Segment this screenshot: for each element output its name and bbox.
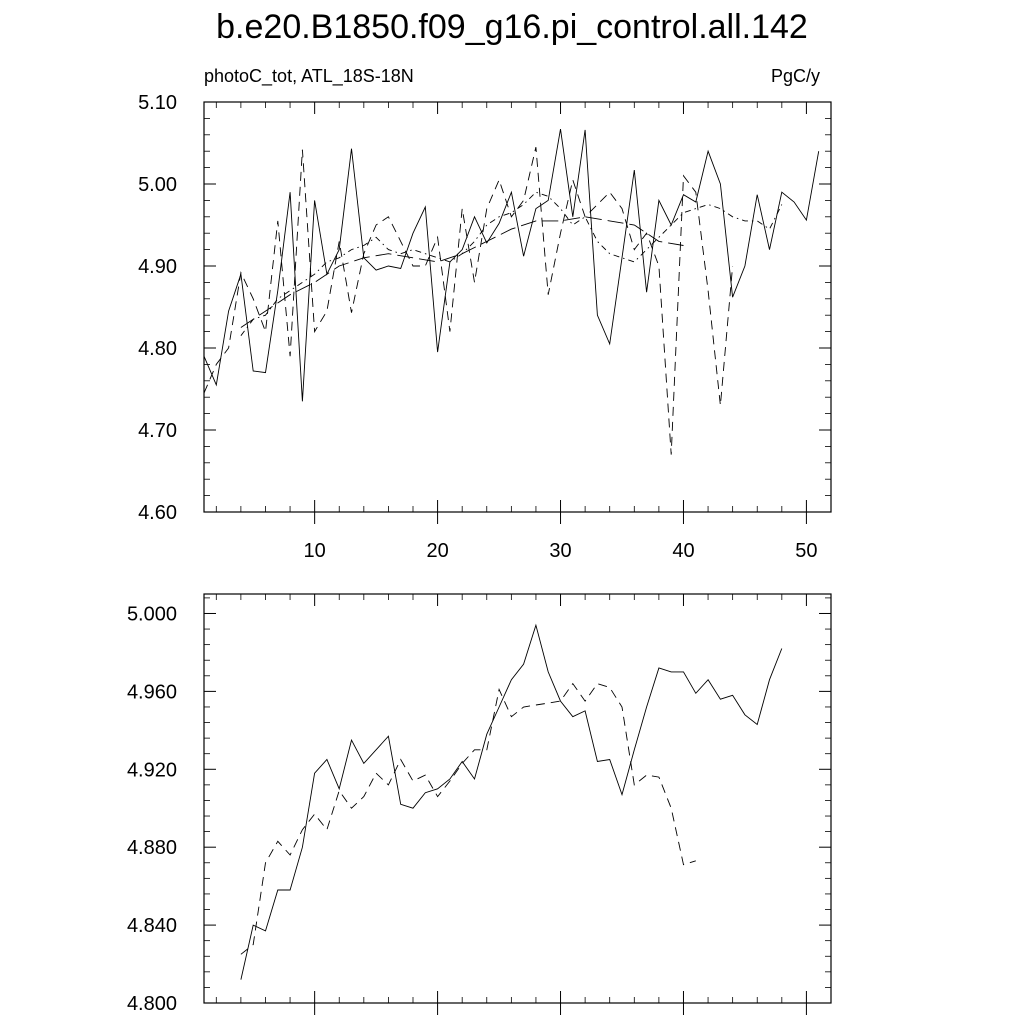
series-line-long-dash xyxy=(240,216,684,328)
y-tick-label: 5.000 xyxy=(127,603,177,625)
series-line-dashed xyxy=(240,682,696,955)
bottom-series-group xyxy=(240,623,783,980)
y-tick-label: 4.840 xyxy=(127,915,177,937)
top-panel: photoC_tot, ATL_18S-18N PgC/y 10 20 30 40 50… xyxy=(138,66,832,562)
top-tick-labels: 10 20 30 40 50 4.60 4.70 4.80 4.90 5.00 5.10 xyxy=(138,92,817,562)
x-tick-label: 20 xyxy=(426,540,448,562)
y-tick-label: 4.90 xyxy=(138,256,177,278)
x-tick-label: 10 xyxy=(304,540,326,562)
y-tick-label: 4.800 xyxy=(127,993,177,1015)
bottom-plot-frame xyxy=(203,593,832,1004)
variable-region-label: photoC_tot, ATL_18S-18N xyxy=(204,66,414,87)
series-line-solid xyxy=(203,129,820,402)
y-tick-label: 4.60 xyxy=(138,502,177,524)
series-line-solid xyxy=(240,623,783,980)
series-line-dashed xyxy=(203,146,734,455)
y-tick-label: 5.10 xyxy=(138,92,177,114)
chart-title: b.e20.B1850.f09_g16.pi_control.all.142 xyxy=(216,8,808,46)
y-tick-label: 4.920 xyxy=(127,759,177,781)
bottom-panel: 4.800 4.840 4.880 4.920 4.960 5.000 xyxy=(127,593,832,1015)
x-tick-label: 30 xyxy=(549,540,571,562)
y-tick-label: 4.880 xyxy=(127,837,177,859)
top-axis-ticks xyxy=(204,101,832,524)
top-series-group xyxy=(203,129,820,455)
y-tick-label: 4.80 xyxy=(138,338,177,360)
series-line-dash-dot xyxy=(240,191,783,336)
bottom-tick-labels: 4.800 4.840 4.880 4.920 4.960 5.000 xyxy=(127,603,177,1015)
y-tick-label: 4.70 xyxy=(138,420,177,442)
y-tick-label: 4.960 xyxy=(127,681,177,703)
units-label: PgC/y xyxy=(771,66,820,86)
bottom-axis-ticks xyxy=(204,594,832,1015)
top-plot-frame xyxy=(203,101,832,513)
x-tick-label: 50 xyxy=(795,540,817,562)
y-tick-label: 5.00 xyxy=(138,174,177,196)
x-tick-label: 40 xyxy=(672,540,694,562)
